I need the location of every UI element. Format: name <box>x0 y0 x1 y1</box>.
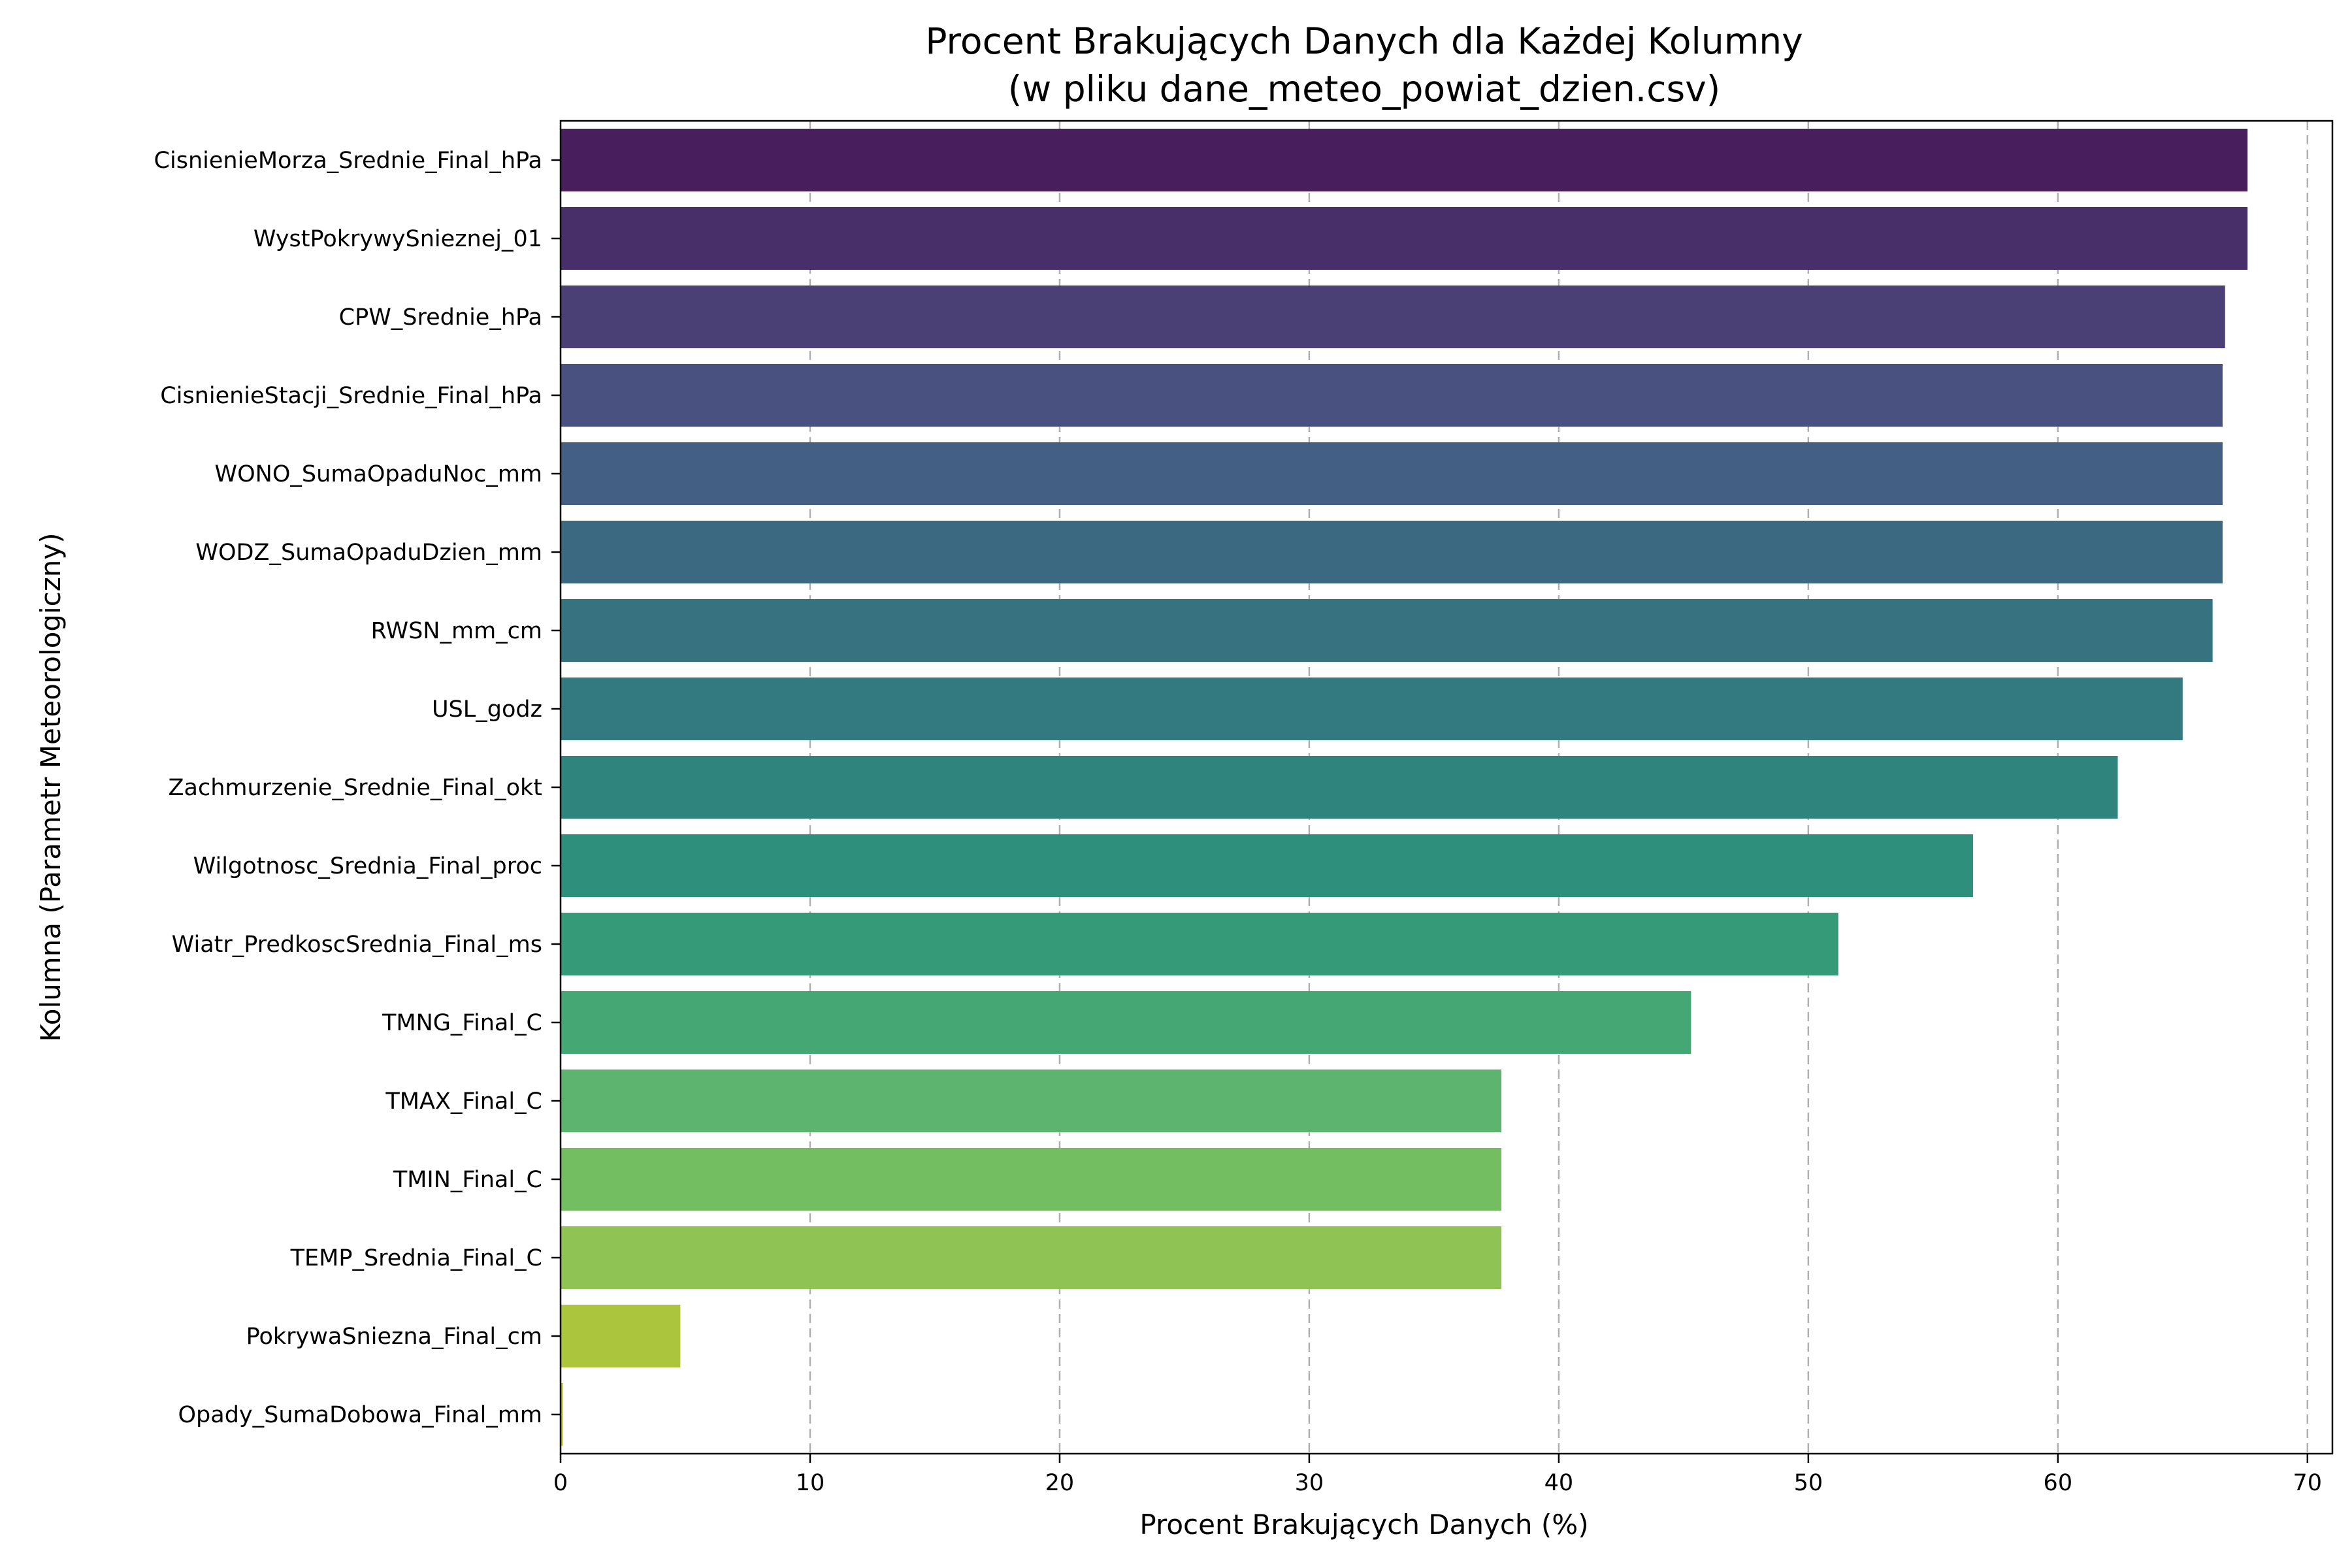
bar <box>561 991 1691 1054</box>
bar <box>561 1148 1502 1211</box>
x-tick-label: 40 <box>1544 1470 1574 1496</box>
bar <box>561 1305 681 1367</box>
bar <box>561 442 2223 505</box>
x-axis-label: Procent Brakujących Danych (%) <box>1139 1509 1588 1541</box>
x-tick-label: 50 <box>1794 1470 1823 1496</box>
bar <box>561 286 2225 348</box>
x-tick-label: 60 <box>2044 1470 2073 1496</box>
y-tick-label: USL_godz <box>432 696 542 723</box>
bar <box>561 678 2183 740</box>
y-tick-label: CisnienieStacji_Srednie_Final_hPa <box>160 383 542 409</box>
y-tick-label: Wilgotnosc_Srednia_Final_proc <box>193 853 542 879</box>
bar <box>561 756 2118 819</box>
chart-title: Procent Brakujących Danych dla Każdej Ko… <box>925 20 1803 62</box>
y-tick-label: CisnienieMorza_Srednie_Final_hPa <box>154 148 542 174</box>
y-tick-label: PokrywaSniezna_Final_cm <box>246 1324 542 1350</box>
x-tick-label: 20 <box>1045 1470 1075 1496</box>
bar <box>561 599 2213 662</box>
x-tick-label: 30 <box>1295 1470 1324 1496</box>
y-tick-label: TMIN_Final_C <box>393 1167 542 1193</box>
y-tick-label: TEMP_Srednia_Final_C <box>290 1245 542 1271</box>
bars <box>561 129 2248 1446</box>
chart-subtitle: (w pliku dane_meteo_powiat_dzien.csv) <box>1008 68 1720 110</box>
y-tick-label: RWSN_mm_cm <box>371 618 542 644</box>
bar <box>561 521 2223 583</box>
y-tick-label: WystPokrywySnieznej_01 <box>253 226 542 252</box>
bar <box>561 913 1838 975</box>
y-tick-label: WODZ_SumaOpaduDzien_mm <box>195 540 542 566</box>
bar <box>561 834 1973 897</box>
bar <box>561 1383 563 1446</box>
y-axis-label: Kolumna (Parametr Meteorologiczny) <box>35 532 67 1041</box>
x-tick-label: 70 <box>2293 1470 2323 1496</box>
bar <box>561 364 2223 427</box>
y-tick-label: CPW_Srednie_hPa <box>339 304 542 331</box>
x-axis-ticks: 0 10 20 30 40 50 60 70 <box>553 1454 2322 1496</box>
y-tick-label: TMNG_Final_C <box>382 1010 542 1036</box>
x-tick-label: 0 <box>553 1470 568 1496</box>
y-tick-label: WONO_SumaOpaduNoc_mm <box>215 461 542 487</box>
bar <box>561 1226 1502 1289</box>
y-tick-label: Wiatr_PredkoscSrednia_Final_ms <box>172 932 542 958</box>
y-tick-label: Opady_SumaDobowa_Final_mm <box>178 1402 542 1428</box>
y-tick-label: Zachmurzenie_Srednie_Final_okt <box>169 775 542 801</box>
y-tick-label: TMAX_Final_C <box>385 1088 542 1115</box>
y-axis-ticks: CisnienieMorza_Srednie_Final_hPa WystPokr… <box>154 148 561 1428</box>
bar <box>561 1070 1502 1132</box>
x-tick-label: 10 <box>796 1470 825 1496</box>
bar <box>561 129 2248 191</box>
bar <box>561 207 2248 270</box>
